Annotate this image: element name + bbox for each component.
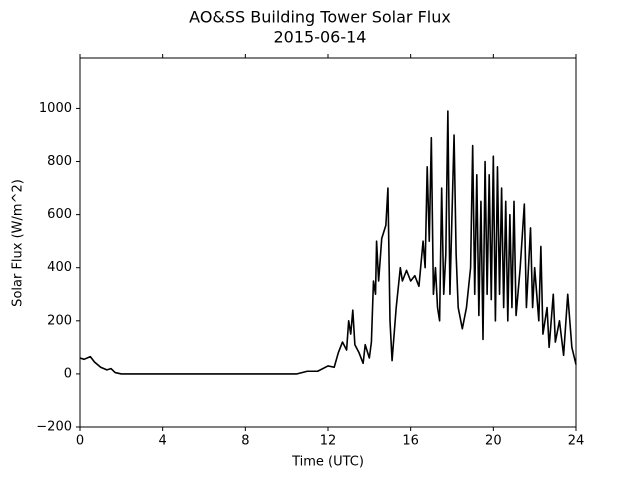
y-tick-label: −200: [36, 420, 72, 435]
x-tick-label: 0: [76, 434, 84, 449]
y-tick-label: 800: [47, 154, 72, 169]
x-axis-label: Time (UTC): [291, 455, 364, 470]
data-line: [79, 110, 577, 375]
chart-title: AO&SS Building Tower Solar Flux: [189, 8, 451, 27]
x-tick-label: 4: [159, 434, 167, 449]
plot-frame: [79, 57, 577, 428]
y-tick-label: 400: [47, 260, 72, 275]
x-tick-label: 12: [320, 434, 337, 449]
y-tick-label: 1000: [39, 101, 72, 116]
y-tick-label: 600: [47, 207, 72, 222]
chart-subtitle: 2015-06-14: [274, 28, 367, 47]
x-tick-label: 8: [241, 434, 249, 449]
x-tick-label: 24: [568, 434, 585, 449]
x-tick-label: 20: [485, 434, 502, 449]
y-axis-label: Solar Flux (W/m^2): [11, 179, 26, 307]
y-tick-label: 0: [64, 366, 72, 381]
x-tick-label: 16: [402, 434, 419, 449]
y-tick-label: 200: [47, 313, 72, 328]
